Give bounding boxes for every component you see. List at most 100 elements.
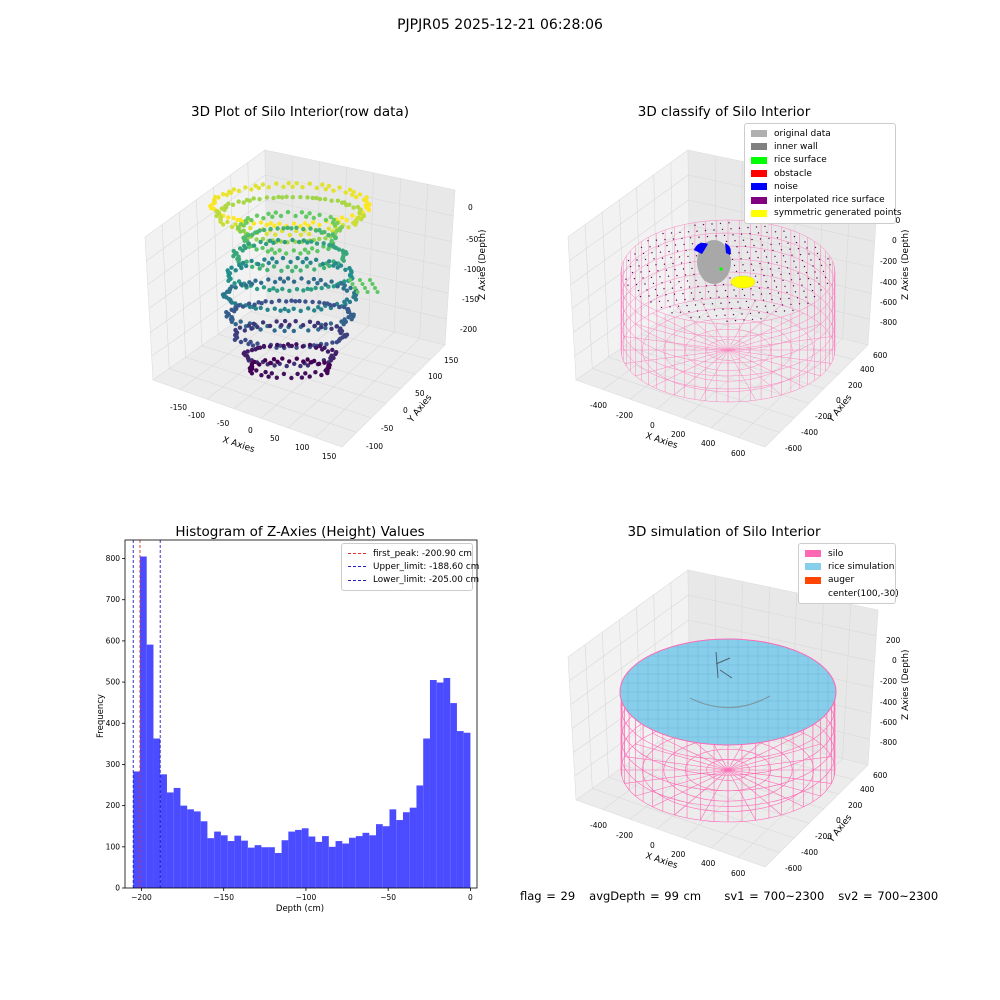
interpolated-point <box>756 306 758 308</box>
interpolated-point <box>784 285 786 288</box>
point-cloud-dot <box>319 325 324 330</box>
point-cloud-dot <box>280 356 285 361</box>
point-cloud-dot <box>346 225 351 230</box>
point-cloud-dot <box>317 212 322 218</box>
point-cloud-dot <box>274 181 279 186</box>
histogram-bar <box>227 841 235 888</box>
point-cloud-dot <box>335 198 341 203</box>
point-cloud-dot <box>293 319 298 324</box>
point-cloud-dot <box>343 190 348 195</box>
point-cloud-dot <box>240 304 246 309</box>
point-cloud-dot <box>344 218 349 223</box>
interpolated-point <box>810 259 812 261</box>
interpolated-point <box>705 285 708 287</box>
point-cloud-dot <box>266 260 271 266</box>
point-cloud-dot <box>278 213 284 219</box>
interpolated-point <box>764 225 766 228</box>
histogram-bar <box>274 852 282 888</box>
interpolated-point <box>812 265 814 267</box>
point-cloud-dot <box>294 345 299 350</box>
legend-swatch <box>751 170 767 178</box>
interpolated-point <box>634 253 636 255</box>
interpolated-point <box>724 289 727 292</box>
interpolated-point <box>716 290 718 292</box>
interpolated-point <box>686 280 689 282</box>
point-cloud-dot <box>259 301 264 306</box>
histogram-bar <box>153 738 161 888</box>
point-cloud-dot <box>260 245 265 251</box>
point-cloud-dot <box>365 290 370 294</box>
point-cloud-dot <box>236 188 242 194</box>
point-cloud-dot <box>306 328 311 333</box>
histogram-bar <box>308 836 316 888</box>
point-cloud-dot <box>348 278 352 282</box>
point-cloud-dot <box>339 328 345 334</box>
interpolated-point <box>735 295 737 297</box>
interpolated-point <box>735 270 738 273</box>
silo-spoke <box>674 304 729 351</box>
point-cloud-dot <box>267 344 273 349</box>
interpolated-point <box>655 239 658 241</box>
point-cloud-dot <box>361 213 366 218</box>
point-cloud-dot <box>254 247 259 252</box>
sv2-text: sv2 = 700~2300 <box>838 889 939 903</box>
point-cloud-dot <box>246 341 251 347</box>
interpolated-point <box>725 240 728 243</box>
sim-ytick: 200 <box>848 801 863 810</box>
point-cloud-dot <box>289 375 294 381</box>
raw-xtick: 100 <box>295 443 310 452</box>
interpolated-point <box>701 297 703 300</box>
point-cloud-dot <box>284 251 289 256</box>
point-cloud-dot <box>305 195 310 200</box>
legend-item: auger <box>805 574 889 587</box>
point-cloud-dot <box>284 299 289 304</box>
silo-spoke <box>727 323 821 351</box>
histogram-bar <box>254 845 262 888</box>
point-cloud-dot <box>319 307 324 312</box>
interpolated-point <box>766 311 769 313</box>
point-cloud-dot <box>228 190 234 195</box>
point-cloud-dot <box>272 279 278 285</box>
interpolated-point <box>640 271 642 273</box>
sim-yticks: -600 -400 -200 0 200 400 600 <box>785 771 888 873</box>
histogram-bar <box>376 824 383 888</box>
interpolated-point <box>642 252 645 255</box>
interpolated-point <box>783 230 785 232</box>
point-cloud-dot <box>301 359 306 364</box>
point-cloud-dot <box>249 218 254 223</box>
point-cloud-dot <box>321 265 327 271</box>
silo-spoke <box>727 769 804 808</box>
point-cloud-dot <box>305 240 310 245</box>
interpolated-point <box>627 284 629 286</box>
interpolated-point <box>769 292 771 295</box>
point-cloud-dot <box>258 239 263 245</box>
point-cloud-dot <box>334 340 339 345</box>
silo-spoke <box>624 336 729 351</box>
interpolated-point <box>738 227 741 229</box>
interpolated-point <box>695 279 697 282</box>
point-cloud-dot <box>313 257 319 262</box>
interpolated-point <box>747 306 750 309</box>
silo-spoke <box>727 769 782 816</box>
point-cloud-dot <box>323 236 328 241</box>
point-cloud-dot <box>231 187 237 192</box>
point-cloud-dot <box>351 189 356 195</box>
point-cloud-dot <box>243 185 248 190</box>
point-cloud-dot <box>246 232 251 238</box>
point-cloud-dot <box>287 232 292 238</box>
point-cloud-dot <box>342 304 347 310</box>
point-cloud-dot <box>251 196 256 201</box>
point-cloud-dot <box>363 203 368 208</box>
point-cloud-dot <box>246 301 252 306</box>
interpolated-point <box>689 261 691 264</box>
interpolated-point <box>627 259 630 262</box>
silo-spoke <box>727 769 821 797</box>
point-cloud-dot <box>313 228 319 233</box>
point-cloud-dot <box>313 370 318 375</box>
interpolated-point <box>768 237 770 240</box>
point-cloud-dot <box>282 318 288 324</box>
interpolated-point <box>796 297 799 299</box>
interpolated-point <box>714 284 716 286</box>
silo-spoke <box>727 756 832 771</box>
figure-title: PJPJR05 2025-12-21 06:28:06 <box>397 17 603 33</box>
